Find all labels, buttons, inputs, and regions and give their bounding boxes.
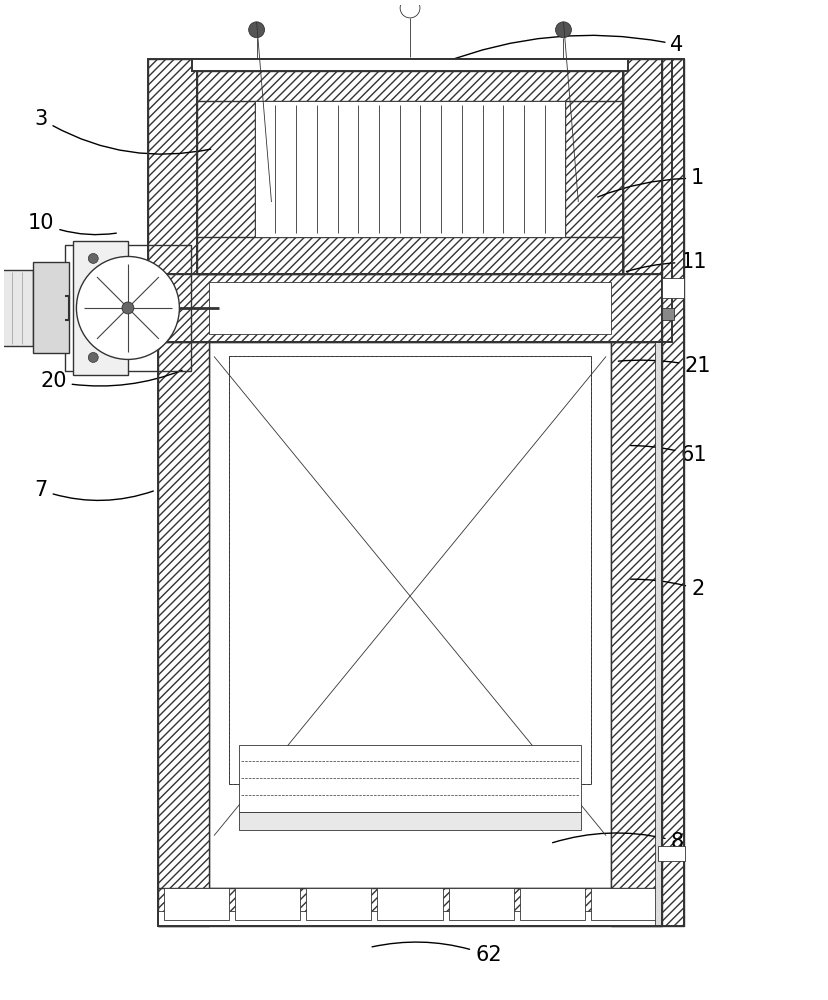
Bar xyxy=(448,888,513,920)
Bar xyxy=(254,101,565,237)
Text: 8: 8 xyxy=(552,832,683,852)
Bar xyxy=(33,262,69,353)
Bar xyxy=(519,888,585,920)
Bar xyxy=(654,342,662,926)
Text: 4: 4 xyxy=(441,35,683,63)
Bar xyxy=(610,342,662,926)
Bar xyxy=(622,59,672,342)
Text: 10: 10 xyxy=(28,213,116,235)
Text: 11: 11 xyxy=(626,252,706,272)
Bar xyxy=(662,59,683,926)
Circle shape xyxy=(89,254,98,263)
Text: 20: 20 xyxy=(40,370,182,391)
Bar xyxy=(157,888,662,926)
Bar xyxy=(157,911,662,926)
Bar xyxy=(565,71,622,274)
Bar xyxy=(657,846,685,861)
Bar xyxy=(192,59,627,71)
Bar xyxy=(238,745,580,812)
Text: 62: 62 xyxy=(372,942,501,965)
Circle shape xyxy=(76,256,179,359)
Bar xyxy=(590,888,656,920)
Bar xyxy=(65,245,191,371)
Bar xyxy=(157,342,209,926)
Text: 21: 21 xyxy=(618,356,710,376)
Text: 3: 3 xyxy=(35,109,210,154)
Bar xyxy=(662,278,683,298)
Bar xyxy=(157,274,662,342)
Bar xyxy=(157,342,662,926)
Bar xyxy=(238,812,580,830)
Bar xyxy=(209,342,610,888)
Bar xyxy=(0,270,33,346)
Bar xyxy=(197,237,622,274)
Text: 1: 1 xyxy=(597,168,704,197)
Bar xyxy=(197,71,254,274)
Text: 7: 7 xyxy=(35,480,153,500)
Bar xyxy=(147,59,672,342)
Bar xyxy=(163,888,229,920)
Bar xyxy=(234,888,300,920)
Bar xyxy=(157,274,662,342)
Bar xyxy=(662,308,673,320)
Bar xyxy=(197,71,622,101)
Circle shape xyxy=(122,302,133,314)
Bar xyxy=(306,888,371,920)
Bar xyxy=(209,282,610,334)
Bar xyxy=(662,59,683,926)
Circle shape xyxy=(555,22,570,38)
Circle shape xyxy=(400,0,420,18)
Bar xyxy=(147,59,197,342)
Bar xyxy=(74,241,128,375)
Circle shape xyxy=(89,352,98,362)
Text: 61: 61 xyxy=(630,445,706,465)
Bar xyxy=(229,356,590,784)
Bar xyxy=(197,71,622,274)
Text: 2: 2 xyxy=(630,579,704,599)
Circle shape xyxy=(248,22,264,38)
Bar xyxy=(377,888,442,920)
